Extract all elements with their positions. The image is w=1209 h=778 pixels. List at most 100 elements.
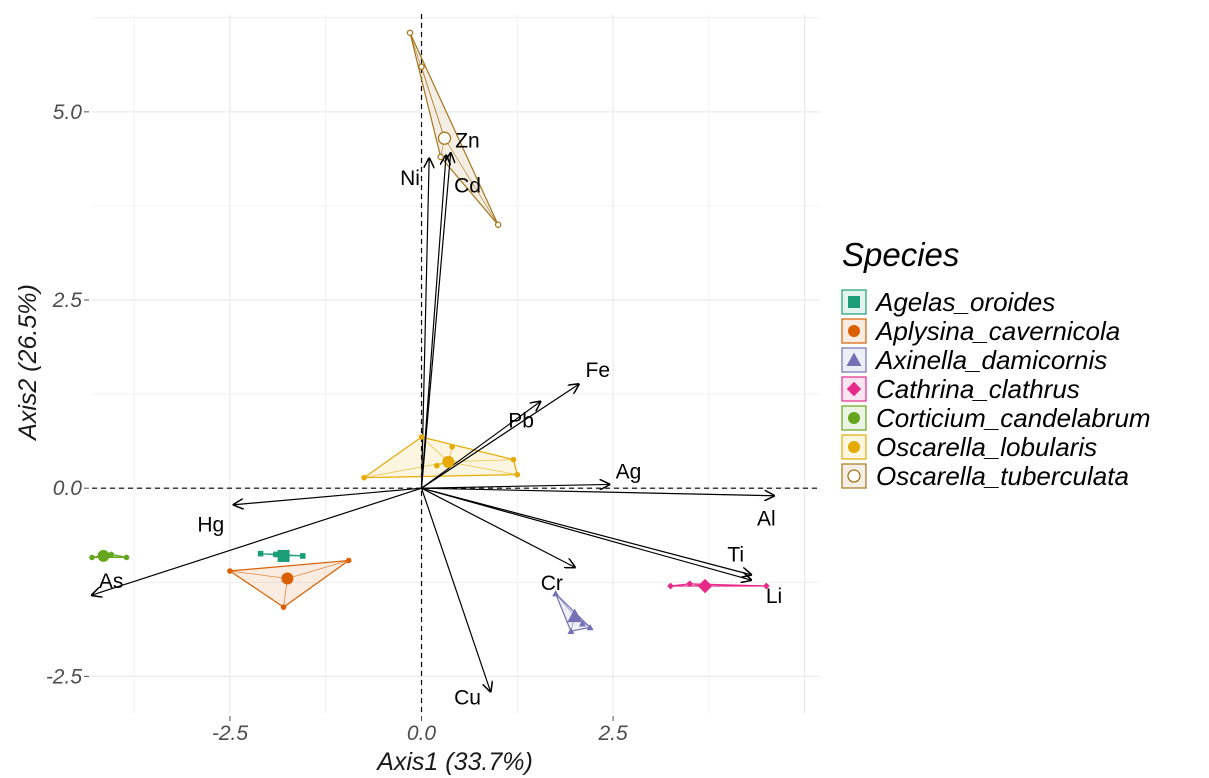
- arrow-Cr: [421, 487, 575, 567]
- arrow-Al: [421, 487, 775, 496]
- spoke-Aplysina_cavernicola: [229, 570, 288, 579]
- point-Oscarella_lobularis: [418, 434, 425, 440]
- point-Corticium_candelabrum: [89, 554, 95, 561]
- point-Cathrina_clathrus: [686, 580, 694, 588]
- legend-label: Aplysina_cavernicola: [874, 316, 1120, 346]
- variable-label-Cu: Cu: [454, 686, 481, 709]
- variable-label-Ni: Ni: [400, 167, 420, 190]
- point-Agelas_oroides: [299, 553, 306, 559]
- y-tick-label: 0.0: [53, 477, 83, 500]
- point-Oscarella_lobularis: [510, 456, 517, 463]
- variable-label-Li: Li: [766, 585, 782, 608]
- point-Oscarella_tuberculata: [437, 153, 444, 161]
- variable-label-Pb: Pb: [508, 410, 534, 433]
- spoke-Aplysina_cavernicola: [287, 560, 349, 579]
- centroid-Aplysina_cavernicola: [281, 572, 294, 585]
- spoke-Oscarella_tuberculata: [421, 66, 445, 139]
- legend-title: Species: [842, 236, 959, 273]
- point-Axinella_damicornis: [552, 590, 560, 597]
- legend-marker: [847, 469, 861, 483]
- legend-item-Oscarella_lobularis: Oscarella_lobularis: [841, 432, 1097, 462]
- legend-label: Oscarella_lobularis: [876, 432, 1097, 462]
- centroid-Oscarella_tuberculata: [437, 131, 452, 145]
- point-Oscarella_lobularis: [434, 462, 440, 469]
- spoke-Oscarella_lobularis: [448, 461, 518, 476]
- x-tick-label: 2.5: [597, 722, 628, 745]
- point-Oscarella_tuberculata: [406, 29, 414, 37]
- legend-item-Cathrina_clathrus: Cathrina_clathrus: [841, 374, 1080, 404]
- legend-marker: [848, 412, 860, 424]
- y-tick-label: 2.5: [52, 289, 83, 312]
- arrow-Fe: [421, 384, 579, 489]
- arrow-Pb: [421, 402, 541, 489]
- point-Axinella_damicornis: [586, 623, 594, 631]
- point-Oscarella_lobularis: [514, 471, 521, 478]
- legend-label: Oscarella_tuberculata: [876, 461, 1129, 491]
- spoke-Axinella_damicornis: [555, 593, 576, 617]
- legend-label: Axinella_damicornis: [874, 345, 1107, 375]
- variable-label-Cr: Cr: [541, 572, 563, 595]
- legend-marker: [846, 352, 862, 366]
- y-tick-label: 5.0: [53, 101, 83, 124]
- grid: [92, 14, 820, 714]
- point-Aplysina_cavernicola: [227, 568, 233, 574]
- point-Oscarella_tuberculata: [418, 63, 425, 70]
- legend-item-Agelas_oroides: Agelas_oroides: [841, 287, 1055, 317]
- variable-label-Zn: Zn: [455, 130, 480, 153]
- point-Agelas_oroides: [257, 550, 264, 557]
- point-Axinella_damicornis: [578, 620, 586, 627]
- point-Axinella_damicornis: [567, 627, 575, 635]
- tick-labels: -2.5 0.0 2.5 -2.5 0.0 2.5 5.0: [46, 101, 628, 745]
- arrow-Cu: [420, 488, 491, 691]
- arrow-Hg: [234, 487, 422, 505]
- point-Oscarella_lobularis: [449, 443, 455, 450]
- centroid-Agelas_oroides: [277, 549, 290, 562]
- point-Agelas_oroides: [273, 551, 279, 558]
- x-tick-label: -2.5: [212, 722, 249, 745]
- legend-item-Corticium_candelabrum: Corticium_candelabrum: [841, 403, 1151, 433]
- variable-label-Ag: Ag: [616, 461, 642, 484]
- x-axis-title: Axis1 (33.7%): [375, 748, 533, 776]
- point-Corticium_candelabrum: [108, 551, 114, 558]
- legend-item-Aplysina_cavernicola: Aplysina_cavernicola: [841, 316, 1120, 346]
- loading-arrows: [92, 153, 774, 691]
- y-tick-label: -2.5: [46, 665, 83, 688]
- arrow-As: [92, 487, 422, 595]
- arrow-Ni: [420, 159, 430, 489]
- point-Cathrina_clathrus: [762, 582, 770, 590]
- hull-Oscarella_lobularis: [362, 436, 519, 479]
- variable-label-Fe: Fe: [586, 359, 611, 382]
- variable-label-Ti: Ti: [727, 543, 744, 566]
- hull-Oscarella_tuberculata: [409, 32, 499, 226]
- variable-label-Cd: Cd: [454, 175, 481, 198]
- variable-label-Hg: Hg: [197, 513, 224, 536]
- legend-label: Agelas_oroides: [874, 287, 1055, 317]
- legend-label: Cathrina_clathrus: [876, 374, 1080, 404]
- variable-label-Al: Al: [757, 507, 776, 530]
- legend-item-Oscarella_tuberculata: Oscarella_tuberculata: [841, 461, 1129, 491]
- variable-labels: Zn Cd Ni Fe Pb Ag Al Ti Li Cr Cu Hg As: [99, 130, 782, 710]
- species-hulls: [91, 32, 767, 632]
- species-points: [89, 29, 770, 635]
- arrow-Ag: [421, 484, 610, 488]
- centroid-Axinella_damicornis: [567, 608, 583, 623]
- x-tick-label: 0.0: [407, 722, 437, 745]
- legend-key: [841, 289, 867, 315]
- point-Corticium_candelabrum: [123, 554, 130, 561]
- point-Cathrina_clathrus: [667, 582, 674, 590]
- arrow-Zn: [420, 156, 447, 489]
- arrow-Cd: [420, 153, 451, 489]
- variable-label-As: As: [99, 570, 124, 593]
- legend: Species Agelas_oroidesAplysina_cavernico…: [841, 236, 1151, 491]
- legend-marker: [848, 441, 860, 453]
- centroid-Cathrina_clathrus: [697, 578, 713, 594]
- legend-label: Corticium_candelabrum: [876, 403, 1151, 433]
- point-Aplysina_cavernicola: [280, 604, 287, 610]
- legend-item-Axinella_damicornis: Axinella_damicornis: [841, 345, 1107, 375]
- centroid-Oscarella_lobularis: [442, 455, 455, 468]
- legend-marker: [846, 381, 862, 397]
- arrow-Ti: [421, 487, 752, 575]
- arrow-Li: [421, 487, 752, 580]
- centroid-Corticium_candelabrum: [97, 549, 110, 562]
- legend-key: [841, 347, 867, 373]
